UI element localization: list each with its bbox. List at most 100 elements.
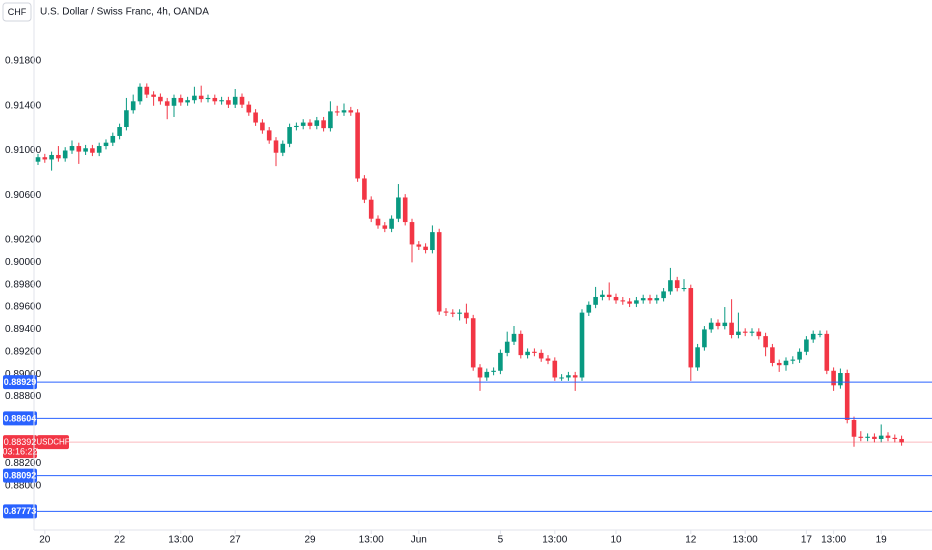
candle-body xyxy=(810,333,816,340)
candle-body xyxy=(35,157,41,162)
candle-body xyxy=(586,304,592,313)
candle-body xyxy=(552,360,558,378)
y-tick-label: 0.91800 xyxy=(5,56,42,67)
candle-body xyxy=(770,347,775,363)
candle-body xyxy=(824,333,830,371)
x-tick-label: 13:00 xyxy=(542,535,567,546)
candle-body xyxy=(504,341,510,353)
candle-body xyxy=(402,197,408,223)
y-tick-label: 0.89400 xyxy=(5,324,42,335)
candle-body xyxy=(409,222,415,245)
candle-body xyxy=(205,97,211,100)
x-tick-label: 13:00 xyxy=(733,535,758,546)
candle-body xyxy=(62,150,68,159)
candle-body xyxy=(865,436,870,438)
candle-body xyxy=(776,362,782,366)
candle-body xyxy=(647,298,653,301)
x-tick-label: 12 xyxy=(685,535,697,546)
y-tick-label: 0.90600 xyxy=(5,190,42,201)
candle-body xyxy=(396,197,401,219)
candle-body xyxy=(443,311,449,313)
candle-body xyxy=(627,301,632,304)
y-tick-label: 0.89200 xyxy=(5,346,42,357)
candle-body xyxy=(389,218,394,229)
candle-body xyxy=(287,127,292,144)
candle-body xyxy=(375,218,381,226)
candle-body xyxy=(198,95,204,100)
candle-body xyxy=(708,322,714,330)
candle-body xyxy=(124,110,129,128)
candle-body xyxy=(722,322,728,327)
y-tick-label: 0.91000 xyxy=(5,145,42,156)
price-line-label: 0.88092 xyxy=(4,471,37,481)
candle-body xyxy=(294,125,299,128)
candle-body xyxy=(498,352,503,371)
candle-body xyxy=(654,298,660,301)
candle-body xyxy=(838,373,843,386)
price-line-label-bg xyxy=(3,504,37,519)
candle-body xyxy=(266,130,272,141)
y-tick-label: 0.91400 xyxy=(5,100,42,111)
candle-body xyxy=(872,436,877,439)
currency-button[interactable] xyxy=(2,2,32,22)
x-tick-label: 19 xyxy=(876,535,888,546)
candle-body xyxy=(382,225,388,229)
candle-body xyxy=(226,100,231,105)
candle-body xyxy=(56,154,61,159)
candle-body xyxy=(436,232,442,312)
candle-body xyxy=(253,112,258,123)
candle-body xyxy=(362,178,367,200)
candle-body xyxy=(783,360,789,366)
candle-body xyxy=(756,331,762,337)
candle-body xyxy=(457,312,462,314)
candle-body xyxy=(763,336,768,348)
candle-body xyxy=(606,294,612,297)
symbol-label: USDCHF xyxy=(36,438,69,447)
candle-body xyxy=(464,312,469,319)
candle-body xyxy=(321,120,326,129)
x-tick-label: 27 xyxy=(230,535,242,546)
candle-body xyxy=(76,146,82,152)
candle-body xyxy=(702,329,707,348)
candle-body xyxy=(681,288,687,290)
candle-body xyxy=(83,148,88,152)
y-tick-label: 0.89600 xyxy=(5,302,42,313)
candle-body xyxy=(300,122,306,126)
price-line-label-bg xyxy=(3,411,37,426)
candle-body xyxy=(851,419,857,437)
x-tick-label: 22 xyxy=(114,535,126,546)
countdown-label: 03:16:22 xyxy=(2,446,37,456)
candle-body xyxy=(797,351,802,360)
candle-body xyxy=(817,333,823,335)
candle-body xyxy=(674,280,680,289)
x-tick-label: 13:00 xyxy=(821,535,846,546)
candle-body xyxy=(144,86,150,95)
y-tick-label: 0.89000 xyxy=(5,369,42,380)
y-tick-label: 0.90200 xyxy=(5,235,42,246)
symbol-label-bg xyxy=(37,435,69,450)
currency-label[interactable]: CHF xyxy=(8,7,27,17)
candle-body xyxy=(273,140,279,153)
candle-body xyxy=(416,244,422,247)
candle-body xyxy=(470,318,476,368)
candle-body xyxy=(572,375,578,378)
x-tick-label: 13:00 xyxy=(168,535,193,546)
price-line-label-bg xyxy=(3,375,37,390)
candle-body xyxy=(525,351,530,356)
y-tick-label: 0.88000 xyxy=(5,481,42,492)
candle-body xyxy=(899,438,904,443)
candle-body xyxy=(491,370,496,372)
candle-body xyxy=(790,359,796,361)
x-tick-label: 13:00 xyxy=(359,535,384,546)
candle-body xyxy=(559,377,564,379)
candle-body xyxy=(110,135,116,143)
candle-body xyxy=(192,95,197,101)
candle-body xyxy=(579,312,585,378)
candle-body xyxy=(858,436,864,438)
candle-body xyxy=(878,435,884,439)
candle-body xyxy=(715,322,721,327)
candle-body xyxy=(103,142,109,147)
